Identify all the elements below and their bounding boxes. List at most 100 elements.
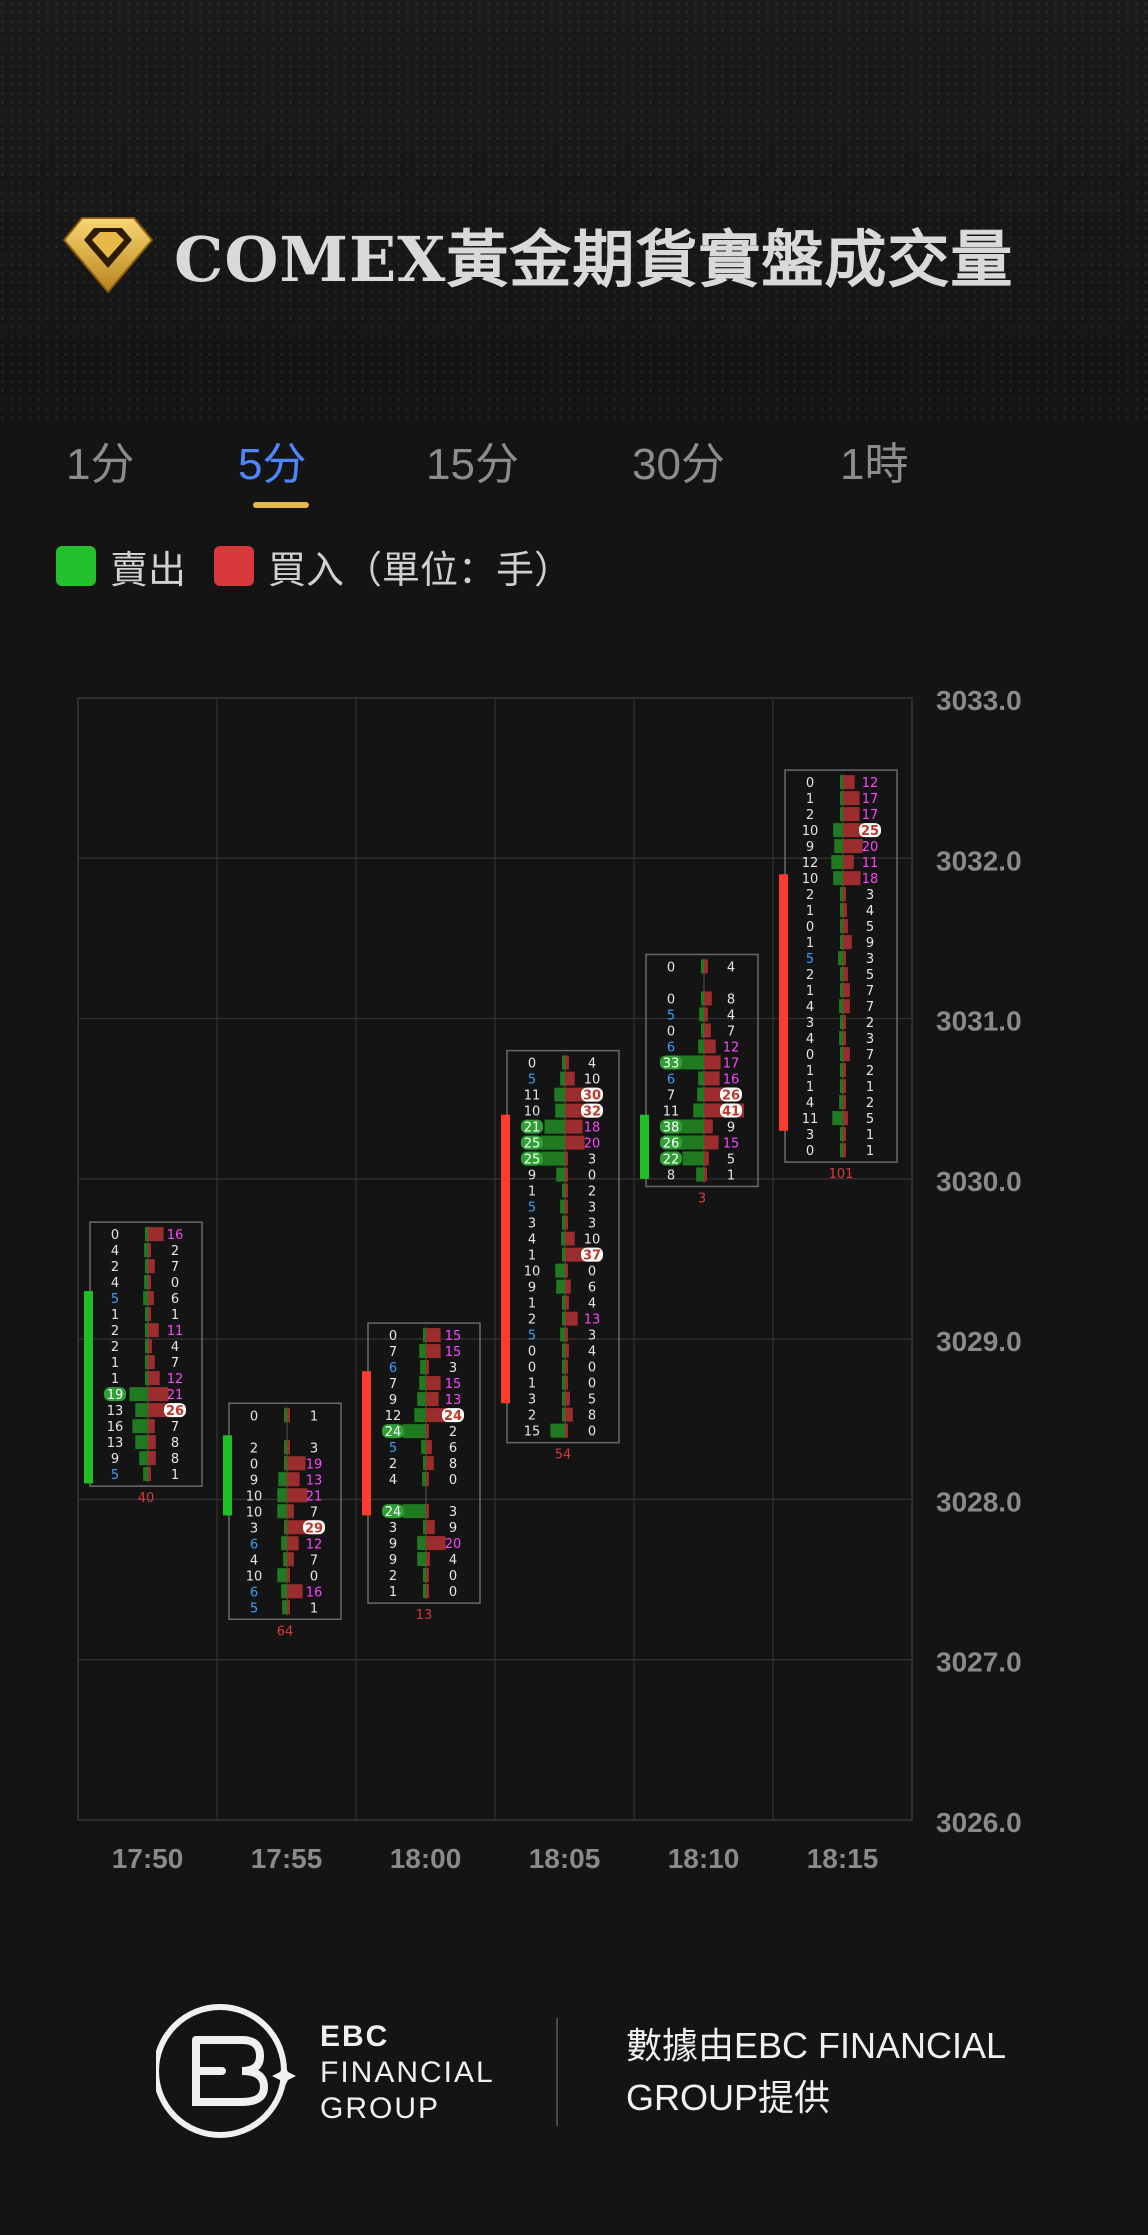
sell-volume-bar [562, 1375, 565, 1390]
buy-volume-bar [148, 1259, 155, 1274]
buy-volume-label: 1 [866, 1128, 874, 1143]
sell-volume-label: 6 [667, 1040, 675, 1055]
sell-volume-bar [555, 1103, 565, 1118]
sell-volume-bar [560, 1199, 565, 1214]
sell-volume-bar [544, 1119, 565, 1134]
sell-volume-label: 1 [806, 792, 814, 807]
sell-volume-bar [560, 1327, 565, 1342]
tab-5min[interactable]: 5分 [238, 440, 307, 489]
sell-volume-bar [840, 775, 843, 790]
sell-volume-label: 0 [528, 1345, 536, 1360]
sell-volume-label: 0 [806, 1144, 814, 1159]
buy-volume-label: 0 [449, 1585, 457, 1600]
footer-divider [556, 2018, 558, 2126]
buy-volume-label: 9 [866, 936, 874, 951]
buy-volume-bar [843, 1015, 846, 1030]
sell-volume-label: 25 [524, 1153, 541, 1168]
sell-volume-label: 19 [107, 1388, 124, 1403]
sell-volume-label: 1 [111, 1308, 119, 1323]
sell-volume-label: 3 [806, 1016, 814, 1031]
sell-highlight [104, 1387, 126, 1402]
buy-highlight [581, 1087, 603, 1102]
sell-volume-bar [143, 1467, 148, 1482]
sell-volume-bar [556, 1167, 565, 1182]
tab-30min[interactable]: 30分 [632, 440, 725, 489]
sell-volume-label: 21 [524, 1121, 541, 1136]
sell-volume-bar [417, 1536, 426, 1551]
buy-volume-label: 15 [445, 1329, 462, 1344]
sell-volume-bar [284, 1440, 287, 1455]
tab-15min[interactable]: 15分 [426, 440, 519, 489]
buy-volume-bar [704, 1071, 720, 1086]
sell-volume-bar [839, 1031, 843, 1046]
sell-volume-bar [284, 1456, 287, 1471]
sell-highlight [382, 1424, 404, 1439]
sell-volume-label: 9 [806, 840, 814, 855]
buy-volume-label: 5 [727, 1152, 735, 1167]
buy-volume-label: 26 [722, 1088, 740, 1103]
sell-volume-bar [840, 967, 843, 982]
sell-volume-bar [697, 1087, 704, 1102]
buy-volume-label: 3 [866, 1032, 874, 1047]
sell-volume-label: 6 [250, 1585, 258, 1600]
sell-volume-bar [839, 999, 843, 1014]
buy-volume-label: 7 [171, 1260, 179, 1275]
sell-highlight [382, 1504, 404, 1519]
buy-volume-bar [426, 1568, 429, 1583]
buy-volume-bar [843, 999, 850, 1014]
sell-volume-bar [698, 1071, 704, 1086]
buy-volume-bar [287, 1600, 290, 1615]
sell-volume-bar [832, 1111, 843, 1126]
buy-volume-label: 3 [866, 952, 874, 967]
buy-volume-label: 7 [727, 1024, 735, 1039]
sell-volume-label: 24 [385, 1505, 402, 1520]
legend-sell-swatch [56, 546, 96, 586]
sell-volume-bar [402, 1424, 426, 1439]
candle-body [640, 1114, 649, 1179]
footer: EBC FINANCIAL GROUP 數據由EBC FINANCIAL GRO… [0, 2000, 1148, 2160]
page-title: COMEX黃金期貨實盤成交量 [174, 223, 1014, 296]
sell-volume-label: 22 [663, 1152, 680, 1167]
sell-volume-bar [840, 1047, 843, 1062]
sell-volume-bar [284, 1520, 287, 1535]
sell-volume-bar [840, 1143, 843, 1158]
sell-highlight [660, 1135, 682, 1150]
sell-volume-bar [562, 1343, 565, 1358]
buy-volume-bar [843, 791, 860, 806]
buy-volume-label: 18 [862, 872, 879, 887]
buy-volume-bar [426, 1472, 429, 1487]
sell-volume-label: 5 [528, 1201, 536, 1216]
buy-volume-label: 13 [306, 1473, 323, 1488]
sell-volume-label: 4 [389, 1473, 397, 1488]
buy-volume-label: 16 [723, 1072, 740, 1087]
sell-volume-label: 0 [111, 1228, 119, 1243]
buy-volume-label: 12 [723, 1040, 740, 1055]
candle-body [362, 1371, 371, 1516]
delta-label: 64 [277, 1624, 294, 1639]
buy-volume-bar [287, 1568, 290, 1583]
sell-volume-label: 2 [389, 1457, 397, 1472]
sell-volume-bar [696, 1167, 704, 1182]
sell-volume-bar [840, 1079, 843, 1094]
buy-volume-bar [426, 1360, 429, 1375]
buy-volume-bar [565, 1231, 575, 1246]
sell-volume-label: 5 [667, 1008, 675, 1023]
tab-1hour[interactable]: 1時 [840, 440, 909, 489]
buy-volume-label: 5 [588, 1393, 596, 1408]
sell-highlight [521, 1135, 543, 1150]
sell-volume-label: 4 [250, 1553, 258, 1568]
buy-volume-bar [704, 1039, 716, 1054]
sell-volume-label: 3 [528, 1217, 536, 1232]
buy-volume-label: 4 [588, 1057, 596, 1072]
y-tick-label: 3027.0 [936, 1647, 1022, 1678]
buy-volume-label: 0 [588, 1361, 596, 1376]
sell-highlight [660, 1055, 682, 1070]
buy-volume-bar [843, 1143, 846, 1158]
sell-volume-label: 6 [250, 1537, 258, 1552]
sell-volume-bar [139, 1451, 148, 1466]
sell-volume-label: 3 [250, 1521, 258, 1536]
tab-1min[interactable]: 1分 [66, 440, 135, 489]
sell-volume-bar [555, 1263, 565, 1278]
sell-volume-bar [838, 951, 843, 966]
legend-buy-label: 買入（單位：手） [268, 547, 573, 592]
